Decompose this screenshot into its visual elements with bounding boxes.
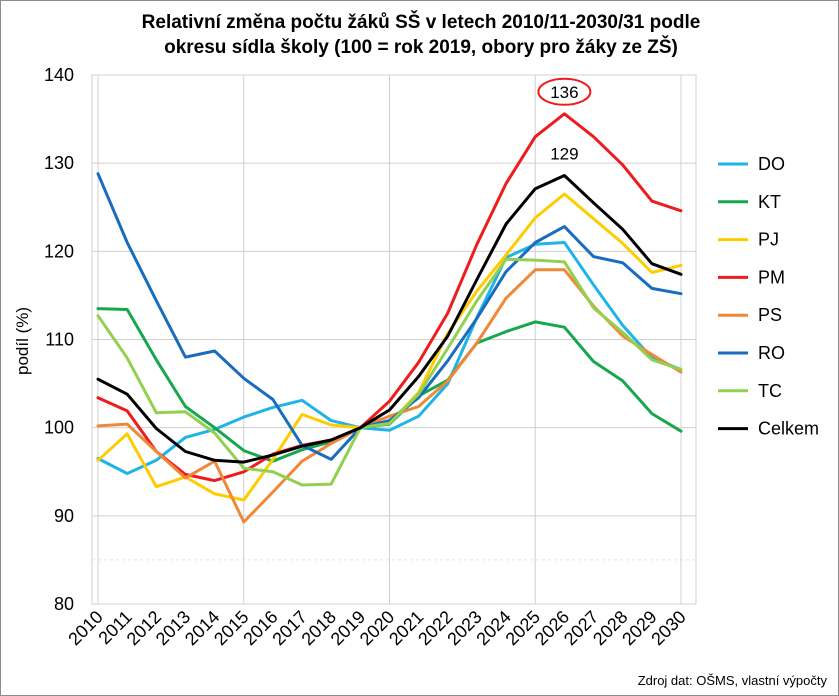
y-tick-labels: 80 90 100 110 120 130 140 [44,65,74,614]
legend-label-ps: PS [758,305,782,325]
legend-label-tc: TC [758,381,782,401]
grid [91,74,697,605]
legend-label-pm: PM [758,267,785,287]
y-tick-label: 110 [45,330,74,350]
chart-title-line-2: okresu sídla školy (100 = rok 2019, obor… [164,36,678,58]
legend: DO KT PJ PM PS RO TC Celkem [718,154,819,439]
legend-label-celkem: Celkem [758,419,819,439]
chart-title-line-1: Relativní změna počtu žáků SŠ v letech 2… [142,11,701,33]
legend-label-pj: PJ [758,230,779,250]
annotation-label: 136 [550,83,578,102]
series-line-celkem [96,174,683,464]
annotation-label: 129 [550,145,578,164]
annotations: 136 129 [537,77,592,164]
y-tick-label: 130 [44,153,74,173]
annotation-circle [537,77,592,106]
y-tick-label: 90 [54,506,74,526]
series-line-pm [96,112,683,483]
y-tick-label: 100 [44,418,74,438]
legend-label-kt: KT [758,192,781,212]
x-tick-labels: 2010201120122013201420152016201720182019… [64,607,689,649]
y-tick-label: 80 [54,594,74,614]
x-tick-label: 2030 [647,607,689,649]
source-note: Zdroj dat: OŠMS, vlastní výpočty [638,673,828,688]
series-lines [96,112,683,524]
legend-label-do: DO [758,154,785,174]
y-tick-label: 120 [44,241,74,261]
y-tick-label: 140 [44,65,74,85]
series-line-do [96,241,683,475]
legend-label-ro: RO [758,343,785,363]
y-axis-label: podíl (%) [13,307,32,375]
plot-area-border [91,74,697,605]
series-line-tc [96,257,683,487]
series-line-ro [96,172,683,461]
